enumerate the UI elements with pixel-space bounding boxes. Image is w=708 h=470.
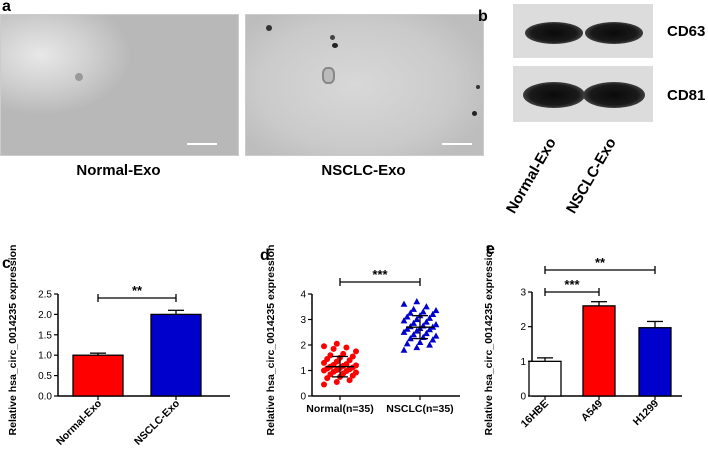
panel-a-label: a [2, 0, 11, 15]
blot-cd81 [513, 66, 653, 122]
data-point [346, 377, 353, 384]
data-point [400, 317, 408, 324]
data-point [343, 344, 350, 351]
panel-b-label: b [478, 8, 488, 25]
chart-e: 0 1 2 3 Relative hsa_circ_0014235 expression… [483, 245, 682, 436]
panel-c-label: c [2, 255, 11, 272]
data-point [426, 341, 433, 348]
bar-A549 [582, 305, 616, 397]
data-point [413, 343, 421, 351]
significance-label: *** [564, 277, 580, 292]
data-point [410, 305, 417, 312]
em-image-normal [0, 14, 239, 156]
data-point [340, 350, 347, 357]
y-tick-label: 0.0 [38, 392, 52, 403]
y-tick-label: 4 [300, 290, 306, 301]
data-point [413, 298, 421, 305]
data-point [413, 327, 421, 334]
y-tick-label: 1.0 [38, 351, 52, 362]
data-point [432, 306, 440, 314]
data-point [403, 340, 411, 347]
significance-label: ** [595, 255, 606, 270]
data-point [407, 335, 414, 342]
data-point [321, 343, 327, 350]
data-point [410, 331, 417, 338]
y-tick-label: 1 [520, 357, 526, 368]
significance-label: ** [132, 283, 143, 298]
chart-c: 0.0 0.5 1.0 1.5 2.0 2.5 Relative hsa_circ_0014… [7, 245, 230, 448]
data-point [419, 308, 427, 315]
data-point [327, 352, 334, 359]
data-point [353, 369, 359, 376]
em-caption-nsclc: NSCLC-Exo [321, 162, 406, 179]
y-tick-label: 2.5 [38, 290, 52, 301]
y-tick-label: 2.0 [38, 310, 52, 321]
y-axis-label: Relative hsa_circ_0014235 expression [265, 245, 277, 436]
data-point [410, 319, 417, 326]
data-point [426, 326, 433, 333]
data-point [400, 346, 408, 353]
data-point [426, 314, 433, 321]
y-tick-label: 3 [300, 315, 306, 326]
y-tick-label: 0 [300, 392, 306, 403]
data-point [349, 353, 356, 360]
data-point [403, 313, 411, 320]
y-axis-label: Relative hsa_circ_0014235 expression [483, 245, 495, 436]
blot-label-cd63: CD63 [667, 23, 706, 40]
panel-d-label: d [260, 247, 270, 264]
data-point [429, 336, 437, 343]
y-tick-label: 2 [520, 322, 526, 333]
data-point [432, 321, 440, 328]
y-tick-label: 0 [520, 392, 526, 403]
bar-Normal-Exo [72, 354, 124, 397]
y-tick-label: 1 [300, 366, 306, 377]
data-point [353, 348, 359, 355]
bar-H1299 [638, 327, 672, 397]
y-tick-label: 1.5 [38, 330, 52, 341]
data-point [333, 378, 340, 385]
significance-label: *** [372, 267, 388, 282]
chart-d: 0 1 2 3 4 Relative hsa_circ_0014235 expressio… [265, 245, 460, 436]
data-point [423, 303, 430, 310]
data-point [333, 340, 340, 347]
data-point [423, 329, 430, 337]
blot-label-cd81: CD81 [667, 87, 706, 104]
x-tick-label: H1299 [631, 398, 661, 428]
data-point [416, 338, 424, 346]
x-tick-label: Normal(n=35) [306, 403, 373, 415]
data-point [321, 381, 327, 388]
bar-NSCLC-Exo [150, 313, 202, 397]
x-tick-label: 16HBE [519, 398, 551, 430]
y-tick-label: 0.5 [38, 371, 52, 382]
x-tick-label: Normal-Exo [54, 398, 104, 448]
data-point [429, 310, 437, 317]
data-point [400, 300, 408, 307]
data-point [330, 345, 337, 352]
x-tick-label: A549 [579, 398, 605, 424]
em-image-nsclc [245, 14, 484, 156]
y-tick-label: 2 [300, 341, 306, 352]
x-tick-label: NSCLC(n=35) [386, 403, 453, 415]
panel-e-label: e [486, 241, 495, 258]
data-point [407, 309, 414, 316]
data-point [353, 362, 359, 369]
em-caption-normal: Normal-Exo [76, 162, 161, 179]
y-axis-label: Relative hsa_circ_0014235 expression [7, 245, 19, 436]
data-point [432, 332, 440, 339]
data-point [423, 318, 430, 325]
data-point [413, 315, 421, 323]
x-tick-label: NSCLC-Exo [132, 398, 182, 448]
data-point [403, 325, 411, 332]
y-tick-label: 3 [520, 288, 526, 299]
blot-cd63 [513, 4, 653, 58]
bar-16HBE [528, 360, 562, 397]
